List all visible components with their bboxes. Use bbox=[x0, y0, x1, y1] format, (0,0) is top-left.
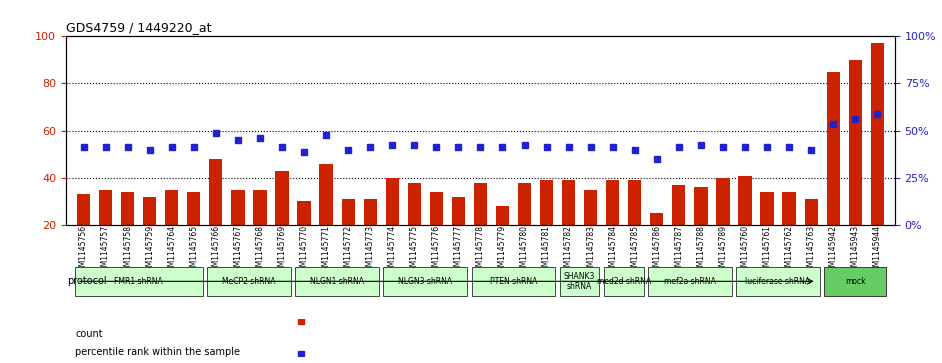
Bar bbox=[319, 164, 333, 272]
Text: GSM1145770: GSM1145770 bbox=[300, 225, 309, 276]
Text: NLGN3 shRNA: NLGN3 shRNA bbox=[398, 277, 452, 286]
Text: NLGN1 shRNA: NLGN1 shRNA bbox=[310, 277, 365, 286]
Bar bbox=[452, 197, 465, 272]
Text: GSM1145758: GSM1145758 bbox=[123, 225, 132, 276]
Bar bbox=[650, 213, 663, 272]
Text: count: count bbox=[75, 329, 103, 339]
Text: med2d shRNA: med2d shRNA bbox=[596, 277, 651, 286]
Text: GSM1145756: GSM1145756 bbox=[79, 225, 89, 276]
Text: GSM1145780: GSM1145780 bbox=[520, 225, 529, 276]
FancyBboxPatch shape bbox=[824, 266, 886, 296]
Text: GSM1145759: GSM1145759 bbox=[145, 225, 154, 276]
Text: GSM1145789: GSM1145789 bbox=[719, 225, 727, 276]
Text: GSM1145783: GSM1145783 bbox=[586, 225, 595, 276]
Text: mef2a shRNA: mef2a shRNA bbox=[664, 277, 716, 286]
Bar bbox=[232, 189, 245, 272]
Bar bbox=[298, 201, 311, 272]
Bar bbox=[187, 192, 201, 272]
Text: GSM1145762: GSM1145762 bbox=[785, 225, 793, 276]
Text: GDS4759 / 1449220_at: GDS4759 / 1449220_at bbox=[66, 21, 211, 34]
Bar bbox=[122, 192, 135, 272]
Bar bbox=[739, 175, 752, 272]
Text: GSM1145942: GSM1145942 bbox=[829, 225, 837, 276]
Text: GSM1145772: GSM1145772 bbox=[344, 225, 352, 276]
Bar bbox=[165, 189, 178, 272]
Text: FMR1 shRNA: FMR1 shRNA bbox=[114, 277, 163, 286]
Text: GSM1145766: GSM1145766 bbox=[211, 225, 220, 276]
Bar bbox=[562, 180, 576, 272]
Text: SHANK3
shRNA: SHANK3 shRNA bbox=[564, 272, 595, 291]
Bar bbox=[99, 189, 112, 272]
Text: GSM1145944: GSM1145944 bbox=[872, 225, 882, 276]
Text: percentile rank within the sample: percentile rank within the sample bbox=[75, 347, 240, 357]
Bar bbox=[628, 180, 642, 272]
Bar bbox=[474, 183, 487, 272]
Text: GSM1145765: GSM1145765 bbox=[189, 225, 199, 276]
Bar bbox=[364, 199, 377, 272]
Text: GSM1145761: GSM1145761 bbox=[762, 225, 771, 276]
Bar bbox=[275, 171, 288, 272]
Text: GSM1145777: GSM1145777 bbox=[454, 225, 463, 276]
Text: PTEN shRNA: PTEN shRNA bbox=[490, 277, 537, 286]
Text: GSM1145771: GSM1145771 bbox=[321, 225, 331, 276]
FancyBboxPatch shape bbox=[74, 266, 203, 296]
Text: GSM1145784: GSM1145784 bbox=[609, 225, 617, 276]
Text: protocol: protocol bbox=[67, 276, 106, 286]
FancyBboxPatch shape bbox=[295, 266, 379, 296]
Bar bbox=[804, 199, 818, 272]
FancyBboxPatch shape bbox=[736, 266, 820, 296]
Bar bbox=[385, 178, 398, 272]
Text: GSM1145773: GSM1145773 bbox=[365, 225, 375, 276]
Bar bbox=[518, 183, 531, 272]
FancyBboxPatch shape bbox=[560, 266, 599, 296]
Text: GSM1145774: GSM1145774 bbox=[388, 225, 397, 276]
Text: MeCP2 shRNA: MeCP2 shRNA bbox=[222, 277, 276, 286]
Bar bbox=[826, 72, 839, 272]
Text: mock: mock bbox=[845, 277, 866, 286]
Bar bbox=[870, 43, 884, 272]
Text: GSM1145787: GSM1145787 bbox=[674, 225, 683, 276]
Bar bbox=[342, 199, 355, 272]
Text: GSM1145763: GSM1145763 bbox=[806, 225, 816, 276]
Text: GSM1145943: GSM1145943 bbox=[851, 225, 860, 276]
Text: GSM1145775: GSM1145775 bbox=[410, 225, 419, 276]
Bar bbox=[253, 189, 267, 272]
Text: GSM1145768: GSM1145768 bbox=[255, 225, 265, 276]
Bar bbox=[143, 197, 156, 272]
Bar bbox=[694, 187, 707, 272]
Text: GSM1145786: GSM1145786 bbox=[652, 225, 661, 276]
Text: GSM1145779: GSM1145779 bbox=[498, 225, 507, 276]
Text: GSM1145782: GSM1145782 bbox=[564, 225, 573, 276]
Text: GSM1145757: GSM1145757 bbox=[101, 225, 110, 276]
Bar bbox=[540, 180, 553, 272]
Bar bbox=[760, 192, 773, 272]
Text: GSM1145776: GSM1145776 bbox=[431, 225, 441, 276]
Text: GSM1145778: GSM1145778 bbox=[476, 225, 485, 276]
Bar bbox=[408, 183, 421, 272]
Text: GSM1145769: GSM1145769 bbox=[278, 225, 286, 276]
FancyBboxPatch shape bbox=[648, 266, 732, 296]
FancyBboxPatch shape bbox=[207, 266, 291, 296]
Bar bbox=[849, 60, 862, 272]
Bar bbox=[209, 159, 222, 272]
Bar bbox=[783, 192, 796, 272]
Bar bbox=[430, 192, 443, 272]
Bar bbox=[716, 178, 729, 272]
Text: GSM1145788: GSM1145788 bbox=[696, 225, 706, 276]
Text: luciferase shRNA: luciferase shRNA bbox=[745, 277, 811, 286]
FancyBboxPatch shape bbox=[472, 266, 556, 296]
Text: GSM1145785: GSM1145785 bbox=[630, 225, 640, 276]
Bar bbox=[606, 180, 619, 272]
Text: GSM1145781: GSM1145781 bbox=[542, 225, 551, 276]
Bar bbox=[673, 185, 686, 272]
Bar bbox=[584, 189, 597, 272]
Bar bbox=[495, 206, 509, 272]
Text: GSM1145760: GSM1145760 bbox=[740, 225, 750, 276]
Bar bbox=[77, 195, 90, 272]
FancyBboxPatch shape bbox=[383, 266, 467, 296]
Text: GSM1145764: GSM1145764 bbox=[168, 225, 176, 276]
Text: GSM1145767: GSM1145767 bbox=[234, 225, 242, 276]
FancyBboxPatch shape bbox=[604, 266, 643, 296]
